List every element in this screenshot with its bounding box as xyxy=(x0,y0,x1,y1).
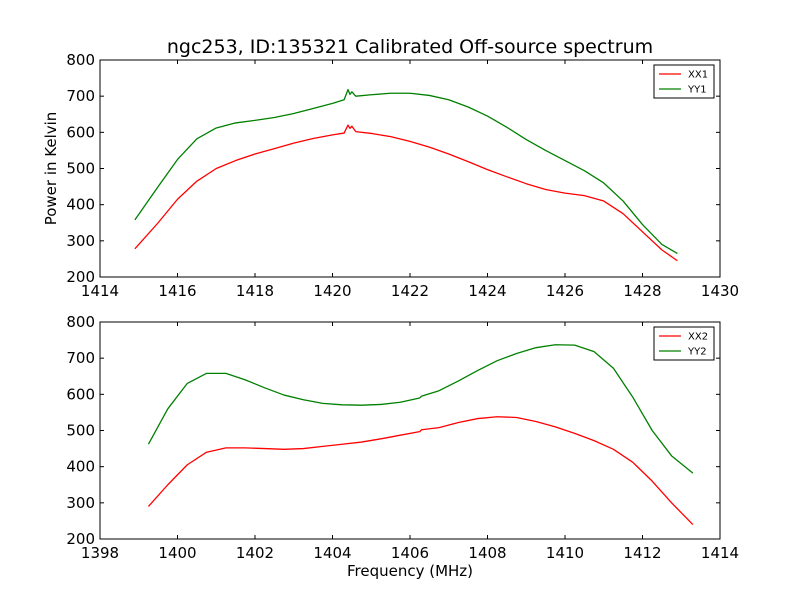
x-tick-label: 1424 xyxy=(468,282,506,300)
x-tick-label: 1406 xyxy=(391,544,429,562)
x-tick-label: 1404 xyxy=(313,544,351,562)
x-tick-label: 1426 xyxy=(546,282,584,300)
legend-box xyxy=(653,64,715,99)
y-tick-label: 700 xyxy=(66,87,95,105)
x-tick-label: 1412 xyxy=(623,544,661,562)
legend-label: XX1 xyxy=(688,70,708,81)
legend-label: YY1 xyxy=(687,85,707,96)
y-axis-label: Power in Kelvin xyxy=(42,112,60,226)
y-tick-label: 800 xyxy=(66,313,95,331)
x-tick-label: 1414 xyxy=(81,282,119,300)
axes-frame xyxy=(99,321,721,540)
y-tick-label: 500 xyxy=(66,422,95,440)
y-tick-label: 200 xyxy=(66,530,95,548)
x-tick-label: 1398 xyxy=(81,544,119,562)
x-tick-label: 1418 xyxy=(236,282,274,300)
y-tick-label: 300 xyxy=(66,232,95,250)
y-tick-label: 500 xyxy=(66,160,95,178)
y-tick-label: 200 xyxy=(66,268,95,286)
series-line-xx2 xyxy=(147,416,694,525)
legend-box xyxy=(653,326,715,361)
y-tick-label: 400 xyxy=(66,196,95,214)
x-tick-label: 1430 xyxy=(701,282,739,300)
top-plot: 1414 1416 1418 1420 1422 1424 1426 1428 1430 200 3… xyxy=(42,51,739,300)
x-tick-label: 1400 xyxy=(158,544,196,562)
x-tick-label: 1428 xyxy=(623,282,661,300)
x-tick-label: 1422 xyxy=(391,282,429,300)
y-tick-label: 600 xyxy=(66,123,95,141)
x-tick-label: 1408 xyxy=(468,544,506,562)
x-tick-label: 1414 xyxy=(701,544,739,562)
bottom-plot: 1398 1400 1402 1404 1406 1408 1410 1412 1414 200 3… xyxy=(66,313,739,562)
y-tick-label: 800 xyxy=(66,51,95,69)
y-tick-label: 700 xyxy=(66,349,95,367)
y-tick-label: 600 xyxy=(66,385,95,403)
series-line-yy1 xyxy=(134,89,678,255)
legend-label: YY2 xyxy=(687,347,707,358)
x-tick-label: 1416 xyxy=(158,282,196,300)
axes-frame xyxy=(99,59,721,278)
chart-title: ngc253, ID:135321 Calibrated Off-source … xyxy=(167,36,653,58)
x-axis-label: Frequency (MHz) xyxy=(347,562,473,580)
y-tick-label: 400 xyxy=(66,458,95,476)
x-tick-label: 1410 xyxy=(546,544,584,562)
x-tick-label: 1402 xyxy=(236,544,274,562)
y-tick-label: 300 xyxy=(66,494,95,512)
series-line-xx1 xyxy=(134,124,678,262)
legend-label: XX2 xyxy=(688,332,708,343)
series-line-yy2 xyxy=(147,344,694,474)
x-tick-label: 1420 xyxy=(313,282,351,300)
